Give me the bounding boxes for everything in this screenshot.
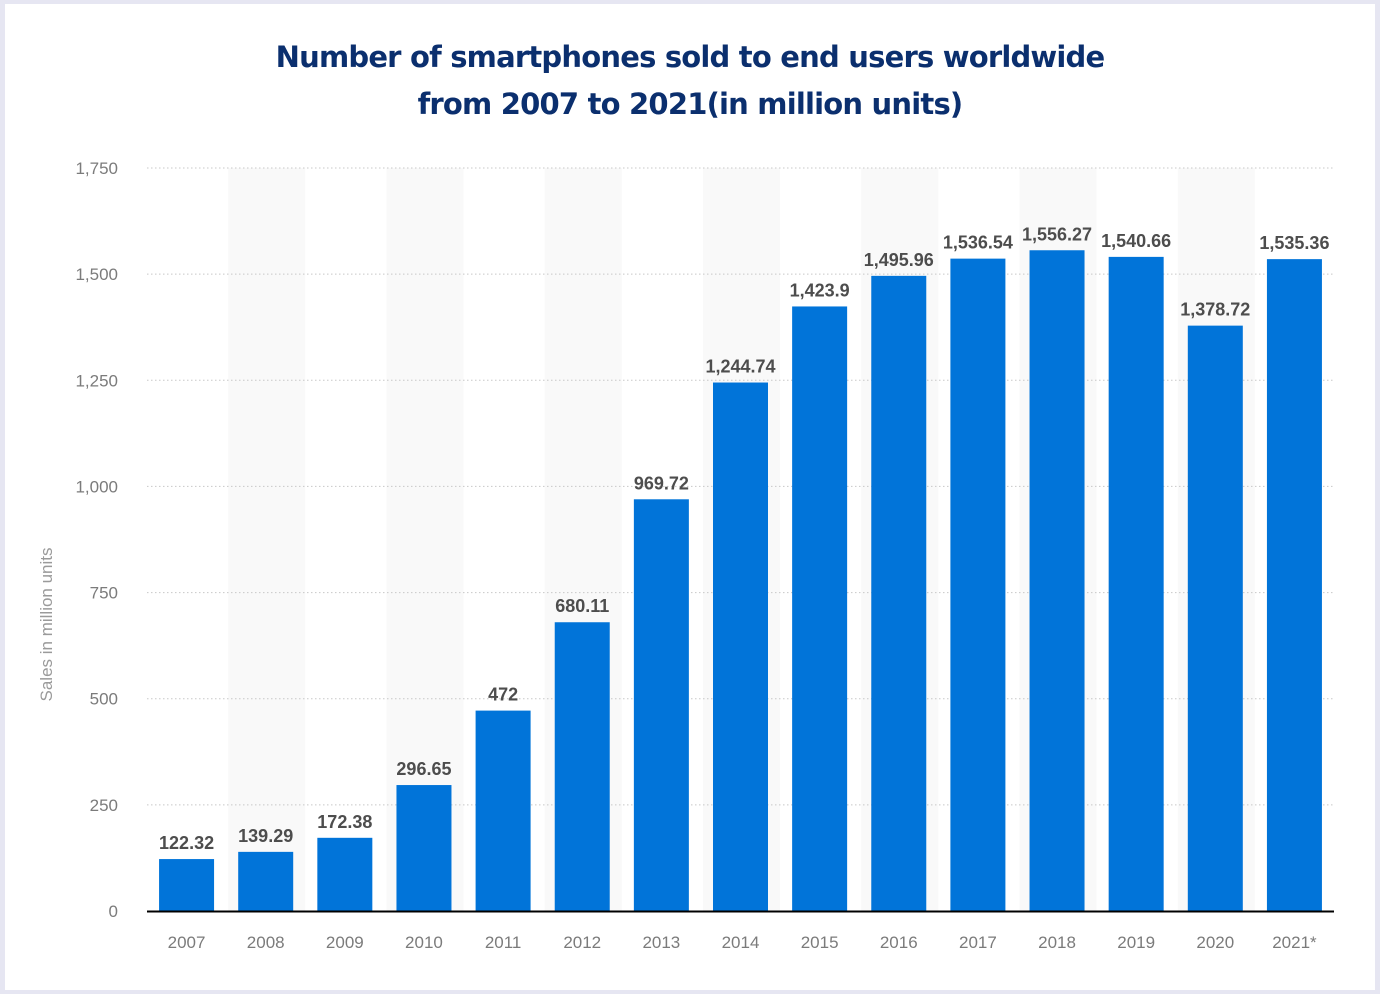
x-axis-ticks: 2007 2008 2009 2010 2011 2012 2013 2014 2015 2016… (168, 933, 1317, 952)
y-axis-label: Sales in million units (37, 547, 56, 701)
bar[interactable] (1266, 259, 1322, 911)
data-label: 139.29 (238, 826, 293, 846)
y-tick-label: 1,750 (75, 159, 118, 178)
bar[interactable] (1029, 250, 1085, 912)
data-label: 1,423.9 (790, 280, 850, 300)
data-label: 1,536.54 (943, 233, 1013, 253)
x-tick-label: 2007 (168, 933, 206, 952)
data-label: 296.65 (396, 759, 451, 779)
y-tick-label: 250 (90, 796, 118, 815)
x-tick-label: 2019 (1117, 933, 1155, 952)
x-tick-label: 2021* (1272, 933, 1317, 952)
bar[interactable] (633, 499, 689, 911)
y-tick-label: 750 (90, 584, 118, 603)
x-tick-label: 2010 (405, 933, 443, 952)
data-label: 1,556.27 (1022, 224, 1092, 244)
background-stripe (228, 168, 306, 911)
x-tick-label: 2020 (1196, 933, 1234, 952)
data-label: 680.11 (555, 596, 609, 616)
bar[interactable] (1108, 256, 1164, 912)
bar[interactable] (554, 622, 610, 911)
bar[interactable] (792, 306, 848, 911)
x-tick-label: 2016 (880, 933, 918, 952)
y-tick-label: 1,250 (75, 371, 118, 390)
chart-title-line-2: from 2007 to 2021(in million units) (417, 87, 964, 121)
data-label: 1,495.96 (864, 250, 934, 270)
x-tick-label: 2012 (563, 933, 601, 952)
bar[interactable] (396, 785, 452, 911)
bar[interactable] (871, 275, 927, 911)
x-tick-label: 2009 (326, 933, 364, 952)
y-tick-label: 1,000 (75, 477, 118, 496)
y-tick-label: 0 (109, 902, 118, 921)
data-label: 172.38 (317, 812, 372, 832)
data-labels: 122.32 139.29 172.38 296.65 472 680.11 969.72 1… (159, 224, 1329, 853)
bar[interactable] (317, 837, 373, 911)
bar[interactable] (1187, 325, 1243, 911)
x-tick-label: 2008 (247, 933, 285, 952)
x-tick-label: 2015 (801, 933, 839, 952)
bar[interactable] (159, 859, 215, 911)
y-tick-label: 500 (90, 690, 118, 709)
x-tick-label: 2014 (722, 933, 760, 952)
bar[interactable] (238, 851, 294, 911)
bar[interactable] (475, 710, 531, 911)
x-tick-label: 2017 (959, 933, 997, 952)
data-label: 969.72 (634, 473, 689, 493)
bars (159, 250, 1322, 912)
bar[interactable] (950, 258, 1006, 911)
chart-title: Number of smartphones sold to end users … (0, 34, 1380, 128)
data-label: 1,540.66 (1101, 231, 1171, 251)
y-tick-label: 1,500 (75, 265, 118, 284)
x-tick-label: 2018 (1038, 933, 1076, 952)
data-label: 1,535.36 (1259, 233, 1329, 253)
data-label: 122.32 (159, 833, 214, 853)
chart-title-line-1: Number of smartphones sold to end users … (275, 40, 1106, 74)
bar[interactable] (713, 382, 768, 912)
y-axis-ticks: 0 250 500 750 1,000 1,250 1,500 1,750 (75, 159, 118, 921)
x-tick-label: 2013 (642, 933, 680, 952)
data-label: 1,378.72 (1180, 300, 1250, 320)
data-label: 1,244.74 (705, 357, 775, 377)
data-label: 472 (488, 685, 518, 705)
x-tick-label: 2011 (485, 933, 522, 952)
